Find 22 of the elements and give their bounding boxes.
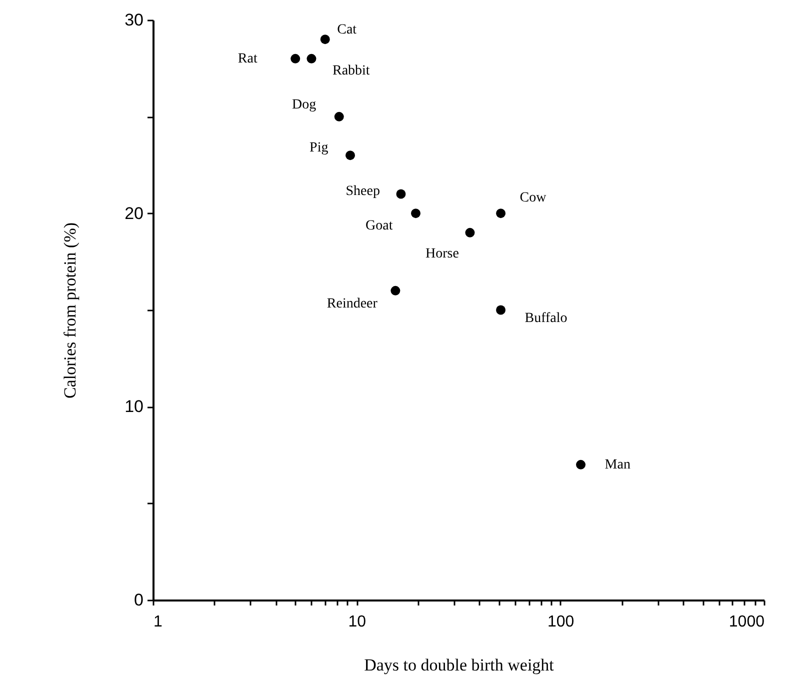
x-tick-label: 100 (547, 614, 574, 630)
annotation: Rabbit (332, 64, 370, 79)
x-axis-title: Days to double birth weight (364, 656, 554, 674)
annotation: Man (604, 458, 630, 473)
annotation: Goat (366, 218, 393, 234)
y-tick-label: 0 (134, 590, 144, 610)
annotation: Sheep (346, 184, 380, 199)
annotation: Horse (426, 246, 459, 262)
y-axis-title: Calories from protein (%) (60, 222, 80, 399)
annotation: Reindeer (326, 296, 378, 312)
annotation: Buffalo (524, 311, 568, 326)
annotation: Pig (310, 140, 328, 156)
annotation: Cow (520, 190, 548, 206)
y-tick-label: 10 (124, 397, 144, 416)
y-tick-label: 20 (124, 204, 144, 223)
annotation: Cat (337, 22, 357, 38)
x-tick-label: 10 (348, 614, 366, 630)
annotation: Rat (238, 52, 258, 67)
x-tick-label: 1000 (728, 614, 765, 630)
x-tick-label: 1 (154, 614, 162, 630)
annotation: Dog (292, 98, 316, 113)
y-tick-label: 30 (124, 10, 144, 30)
